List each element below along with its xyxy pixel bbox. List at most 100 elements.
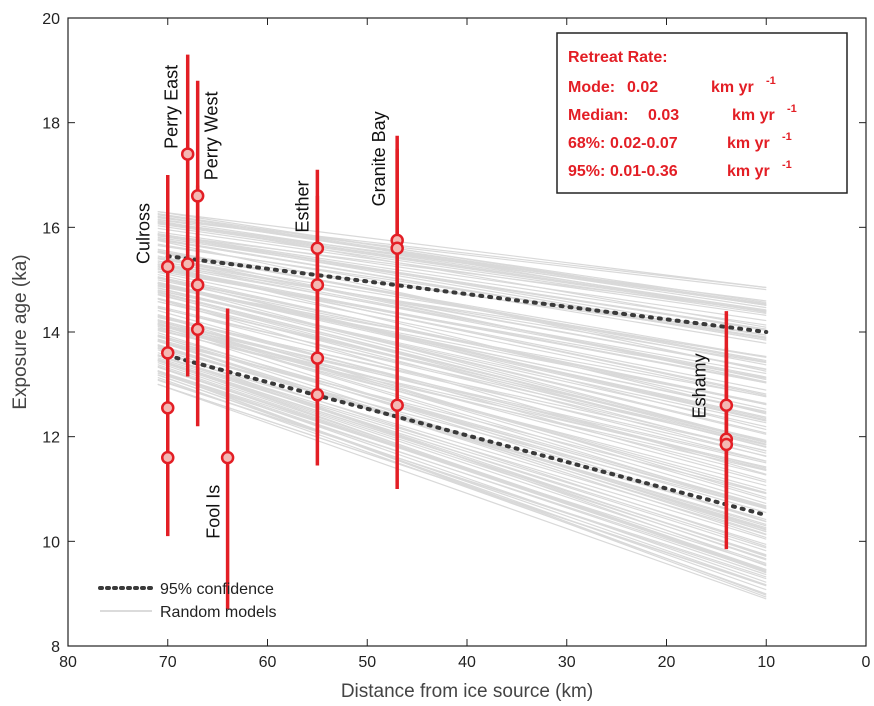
data-point <box>190 322 205 337</box>
random-model-line <box>157 277 767 422</box>
retreat-rate-value: 0.03 <box>648 107 679 124</box>
random-model-line <box>157 271 767 398</box>
data-markers <box>161 54 734 610</box>
retreat-rate-unit: km yr <box>727 163 770 180</box>
random-model-line <box>157 267 767 383</box>
y-tick-label: 12 <box>42 430 60 447</box>
site-label: Granite Bay <box>369 111 389 206</box>
data-point <box>719 398 734 413</box>
confidence-line <box>165 353 769 518</box>
random-model-line <box>157 321 767 462</box>
confidence-lines <box>165 254 769 518</box>
retreat-rate-box: Retreat Rate: Mode: 0.02 km yr -1 Median: 0.0… <box>556 32 848 194</box>
retreat-rate-unit-exponent: -1 <box>782 159 792 171</box>
retreat-rate-value: 0.01-0.36 <box>610 163 678 180</box>
retreat-rate-unit-exponent: -1 <box>787 103 797 115</box>
retreat-rate-unit-exponent: -1 <box>782 131 792 143</box>
random-model-line <box>157 213 767 304</box>
data-point <box>180 147 195 161</box>
random-model-line <box>157 220 767 328</box>
random-model-line <box>157 379 767 578</box>
data-point <box>180 257 195 271</box>
retreat-rate-box-frame <box>556 32 848 194</box>
random-model-line <box>157 298 767 475</box>
x-tick-label: 50 <box>358 654 376 671</box>
random-model-line <box>157 370 767 566</box>
data-point <box>161 259 175 274</box>
random-model-line <box>157 300 767 445</box>
retreat-rate-unit: km yr <box>727 135 770 152</box>
x-tick-label: 70 <box>159 654 177 671</box>
random-model-line <box>157 340 767 539</box>
retreat-rate-unit-exponent: -1 <box>766 75 776 87</box>
random-model-line <box>157 239 767 340</box>
y-tick-label: 8 <box>51 639 60 656</box>
x-tick-label: 20 <box>658 654 676 671</box>
retreat-rate-label: 95%: <box>568 163 605 180</box>
site-label: Fool Is <box>204 485 224 539</box>
random-model-line <box>157 291 767 444</box>
random-model-line <box>157 291 767 448</box>
site-labels: Culross Perry East Perry West Fool Is Esther… <box>134 65 710 539</box>
data-point <box>390 241 404 256</box>
random-model-line <box>157 255 767 381</box>
random-model-line <box>157 211 767 289</box>
random-model-line <box>157 234 767 339</box>
data-point <box>190 189 205 203</box>
random-model-line <box>157 282 767 418</box>
axis-ticks: 80 70 60 50 40 30 20 10 0 8 10 12 14 16 18 20 <box>42 11 870 671</box>
random-model-line <box>157 336 767 514</box>
random-model-line <box>157 217 767 289</box>
site-label: Perry East <box>162 65 182 149</box>
retreat-rate-label: 68%: <box>568 135 605 152</box>
data-point <box>310 241 325 256</box>
random-model-line <box>157 328 767 487</box>
site-label: Eshamy <box>689 353 709 418</box>
retreat-rate-title: Retreat Rate: <box>568 49 668 66</box>
y-tick-label: 16 <box>42 220 60 237</box>
random-model-line <box>157 258 767 371</box>
data-point <box>220 450 235 465</box>
retreat-rate-value: 0.02-0.07 <box>610 135 678 152</box>
random-model-line <box>157 372 767 573</box>
x-tick-label: 40 <box>458 654 476 671</box>
y-axis-label: Exposure age (ka) <box>10 254 31 409</box>
random-model-line <box>157 239 767 372</box>
data-point <box>161 450 175 465</box>
retreat-rate-label: Mode: <box>568 79 615 96</box>
data-point <box>161 346 175 360</box>
random-model-line <box>157 276 767 406</box>
random-model-line <box>157 347 767 510</box>
data-point <box>719 437 734 452</box>
site-label: Perry West <box>202 92 222 181</box>
random-model-line <box>157 383 767 600</box>
y-tick-label: 10 <box>42 534 60 551</box>
site-label: Esther <box>292 181 312 233</box>
legend: 95% confidence Random models <box>98 581 277 621</box>
random-model-line <box>157 319 767 483</box>
x-tick-label: 30 <box>558 654 576 671</box>
retreat-rate-rows: Mode: 0.02 km yr -1 Median: 0.03 km yr -1 68%: 0.… <box>568 75 797 180</box>
x-tick-label: 10 <box>757 654 775 671</box>
confidence-line <box>165 254 769 334</box>
data-point <box>310 278 325 292</box>
retreat-rate-unit: km yr <box>732 107 775 124</box>
random-model-line <box>157 355 767 552</box>
retreat-rate-unit: km yr <box>711 79 754 96</box>
data-point <box>190 278 205 292</box>
data-point <box>310 388 325 402</box>
random-model-line <box>157 359 767 574</box>
y-tick-label: 14 <box>42 325 60 342</box>
random-model-line <box>157 233 767 312</box>
random-model-line <box>157 218 767 291</box>
data-point <box>390 398 404 413</box>
random-model-line <box>157 347 767 548</box>
data-point <box>310 351 325 365</box>
random-model-line <box>157 287 767 443</box>
retreat-rate-label: Median: <box>568 107 628 124</box>
random-model-line <box>157 282 767 443</box>
data-point <box>161 401 175 415</box>
random-model-line <box>157 235 767 330</box>
random-model-line <box>157 344 767 529</box>
